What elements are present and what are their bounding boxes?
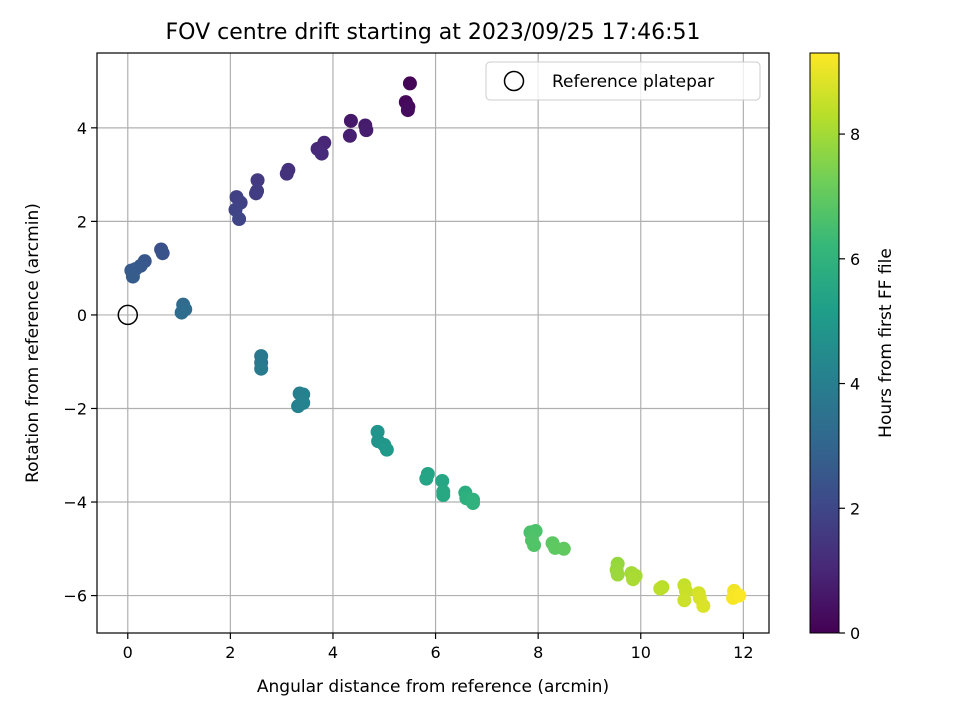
data-point <box>342 128 357 143</box>
x-tick-label: 2 <box>225 643 235 662</box>
data-point <box>279 166 294 181</box>
data-point <box>435 473 450 488</box>
data-points <box>124 76 747 613</box>
y-tick-label: 0 <box>77 306 87 325</box>
data-point <box>254 361 269 376</box>
colorbar-label: Hours from first FF file <box>876 248 896 438</box>
data-point <box>610 567 625 582</box>
colorbar-ticks: 0 2 4 6 8 <box>839 125 860 643</box>
chart-title: FOV centre drift starting at 2023/09/25 … <box>166 20 701 45</box>
data-point <box>155 246 170 261</box>
data-point <box>379 442 394 457</box>
data-point <box>626 572 641 587</box>
data-point <box>314 146 329 161</box>
data-point <box>232 212 247 227</box>
data-point <box>556 541 571 556</box>
grid <box>97 53 769 633</box>
data-point <box>696 598 711 613</box>
data-point <box>677 593 692 608</box>
data-point <box>527 538 542 553</box>
x-tick-label: 4 <box>328 643 338 662</box>
legend-entry: Reference platepar <box>552 72 714 92</box>
y-tick-label: −6 <box>63 587 87 606</box>
data-point <box>250 173 265 188</box>
x-tick-label: 8 <box>533 643 543 662</box>
data-point <box>466 495 481 510</box>
data-point <box>402 76 417 91</box>
data-point <box>419 471 434 486</box>
plot-frame <box>96 52 770 634</box>
data-point <box>249 186 264 201</box>
colorbar-tick-label: 4 <box>850 375 860 394</box>
x-tick-label: 12 <box>733 643 753 662</box>
y-tick-label: 4 <box>77 119 87 138</box>
colorbar-tick-label: 6 <box>850 250 860 269</box>
data-point <box>359 123 374 138</box>
data-point <box>125 269 140 284</box>
colorbar-tick-label: 8 <box>850 125 860 144</box>
colorbar <box>809 52 840 634</box>
y-tick-label: 2 <box>77 212 87 231</box>
data-point <box>732 588 747 603</box>
y-axis-ticks: −6 −4 −2 0 2 4 <box>63 119 97 606</box>
x-axis-ticks: 0 2 4 6 8 10 12 <box>123 633 754 662</box>
colorbar-tick-label: 2 <box>850 499 860 518</box>
y-tick-label: −2 <box>63 399 87 418</box>
reference-marker <box>117 304 139 326</box>
legend-marker-icon <box>503 70 525 92</box>
data-point <box>174 305 189 320</box>
y-tick-label: −4 <box>63 493 87 512</box>
legend-box <box>485 61 761 101</box>
x-tick-label: 0 <box>123 643 133 662</box>
data-point <box>653 581 668 596</box>
legend: Reference platepar <box>485 61 761 101</box>
colorbar-tick-label: 0 <box>850 624 860 643</box>
x-axis-label: Angular distance from reference (arcmin) <box>257 677 609 697</box>
data-point <box>400 103 415 118</box>
x-tick-label: 10 <box>631 643 651 662</box>
data-point <box>343 113 358 128</box>
x-tick-label: 6 <box>430 643 440 662</box>
data-point <box>436 488 451 503</box>
data-point <box>296 395 311 410</box>
y-axis-label: Rotation from reference (arcmin) <box>23 203 43 483</box>
